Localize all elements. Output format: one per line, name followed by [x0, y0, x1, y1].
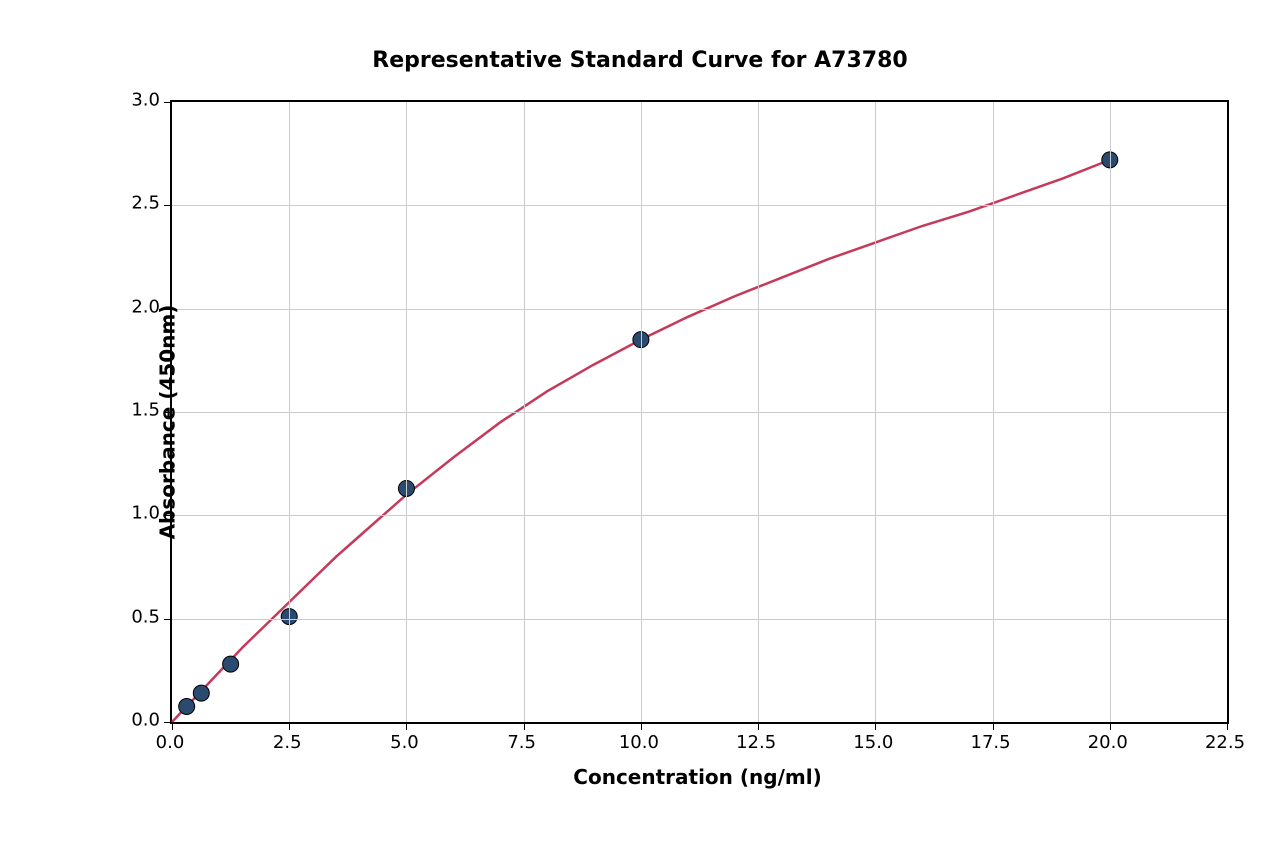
x-tick-mark: [172, 722, 173, 730]
x-axis-label: Concentration (ng/ml): [573, 765, 821, 789]
grid-line-horizontal: [172, 309, 1227, 310]
x-tick-label: 12.5: [736, 732, 776, 753]
x-tick-label: 15.0: [853, 732, 893, 753]
grid-line-horizontal: [172, 515, 1227, 516]
y-tick-label: 0.5: [120, 606, 160, 627]
y-tick-label: 2.5: [120, 193, 160, 214]
y-tick-label: 2.0: [120, 296, 160, 317]
data-point: [193, 685, 209, 701]
x-tick-mark: [1227, 722, 1228, 730]
grid-line-horizontal: [172, 412, 1227, 413]
chart-container: Representative Standard Curve for A73780…: [0, 0, 1280, 845]
y-tick-label: 1.5: [120, 400, 160, 421]
data-point: [179, 699, 195, 715]
x-tick-label: 20.0: [1088, 732, 1128, 753]
y-tick-mark: [164, 102, 172, 103]
x-tick-label: 5.0: [390, 732, 419, 753]
x-tick-label: 0.0: [156, 732, 185, 753]
y-tick-label: 0.0: [120, 710, 160, 731]
x-tick-label: 7.5: [507, 732, 536, 753]
x-tick-mark: [524, 722, 525, 730]
x-tick-mark: [993, 722, 994, 730]
x-tick-label: 2.5: [273, 732, 302, 753]
x-tick-mark: [406, 722, 407, 730]
x-tick-mark: [289, 722, 290, 730]
y-tick-mark: [164, 619, 172, 620]
x-tick-mark: [1110, 722, 1111, 730]
x-tick-mark: [758, 722, 759, 730]
x-tick-mark: [641, 722, 642, 730]
y-tick-mark: [164, 722, 172, 723]
x-tick-mark: [875, 722, 876, 730]
grid-line-horizontal: [172, 205, 1227, 206]
y-tick-label: 3.0: [120, 90, 160, 111]
chart-title: Representative Standard Curve for A73780: [0, 48, 1280, 73]
grid-line-horizontal: [172, 619, 1227, 620]
y-tick-mark: [164, 205, 172, 206]
data-point: [223, 656, 239, 672]
plot-area: [170, 100, 1229, 724]
x-tick-label: 17.5: [971, 732, 1011, 753]
y-tick-label: 1.0: [120, 503, 160, 524]
x-tick-label: 22.5: [1205, 732, 1245, 753]
x-tick-label: 10.0: [619, 732, 659, 753]
